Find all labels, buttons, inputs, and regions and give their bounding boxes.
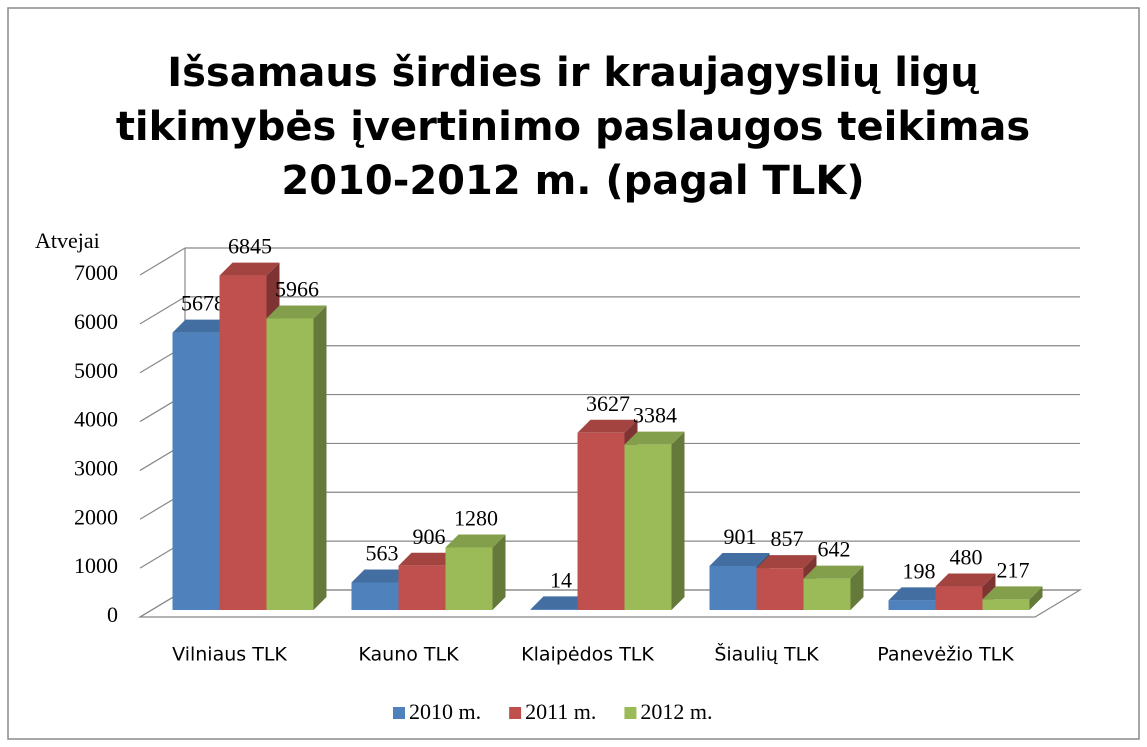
bar: [577, 432, 625, 610]
data-label: 6845: [228, 234, 272, 259]
bar: [398, 565, 446, 610]
bar-top: [935, 573, 996, 587]
data-label: 14: [550, 567, 572, 592]
bar-side: [850, 565, 864, 610]
y-tick-label: 4000: [74, 407, 118, 432]
chart-title: tikimybės įvertinimo paslaugos teikimas: [116, 104, 1030, 150]
bar: [172, 332, 220, 610]
bar-side: [492, 534, 506, 610]
y-axis-label: Atvejai: [35, 228, 100, 253]
y-tick-label: 0: [107, 602, 118, 627]
data-label: 642: [818, 537, 851, 562]
data-label: 3627: [586, 391, 630, 416]
bar: [266, 318, 314, 610]
bar-top: [172, 319, 233, 333]
bar: [982, 599, 1030, 610]
bar: [709, 565, 757, 610]
legend-swatch: [509, 707, 522, 719]
y-tick-label: 3000: [74, 455, 118, 480]
bar-side: [671, 431, 685, 610]
x-tick-label: Kauno TLK: [358, 644, 459, 666]
data-label: 3384: [633, 403, 677, 428]
y-tick-label: 5000: [74, 358, 118, 383]
data-label: 901: [724, 524, 757, 549]
data-label: 198: [903, 558, 936, 583]
bar-top: [982, 586, 1043, 600]
bar: [756, 568, 804, 610]
bar-top: [266, 305, 327, 319]
bar-top: [756, 555, 817, 569]
bar: [445, 547, 493, 610]
y-tick-label: 1000: [74, 553, 118, 578]
bar-top: [624, 431, 685, 445]
bar-top: [577, 419, 638, 433]
bar-top: [803, 565, 864, 579]
legend-swatch: [393, 707, 405, 719]
bar: [530, 609, 578, 610]
x-tick-label: Klaipėdos TLK: [521, 644, 654, 666]
bar-top: [398, 552, 459, 566]
data-label: 857: [771, 526, 804, 551]
y-tick-label: 2000: [74, 504, 118, 529]
y-tick-label: 7000: [74, 260, 118, 285]
legend-swatch: [624, 707, 637, 719]
bar-top: [530, 596, 591, 610]
bar: [219, 275, 267, 610]
data-label: 1280: [454, 506, 498, 531]
data-label: 217: [997, 557, 1030, 582]
data-label: 5678: [181, 291, 225, 316]
data-label: 563: [366, 541, 399, 566]
x-tick-label: Panevėžio TLK: [877, 644, 1014, 666]
bar-side: [1029, 586, 1043, 610]
bar-top: [888, 587, 949, 601]
data-label: 5966: [275, 277, 319, 302]
x-tick-label: Vilniaus TLK: [172, 644, 287, 666]
bar: [351, 582, 399, 610]
x-tick-label: Šiaulių TLK: [714, 642, 819, 666]
bar-top: [351, 569, 412, 583]
chart-title: Išsamaus širdies ir kraujagyslių ligų: [167, 50, 979, 96]
chart-title: 2010-2012 m. (pagal TLK): [281, 158, 864, 204]
bar-top: [445, 534, 506, 548]
data-label: 480: [950, 545, 983, 570]
bar-top: [219, 262, 280, 276]
bar: [803, 578, 851, 610]
grid-line-side: [139, 247, 186, 276]
legend-label: 2010 m.: [409, 699, 481, 724]
grid-line-side: [139, 296, 186, 325]
data-label: 906: [413, 524, 446, 549]
legend-label: 2011 m.: [525, 699, 596, 724]
bar-side: [313, 305, 327, 610]
bar: [888, 600, 936, 610]
y-tick-label: 6000: [74, 309, 118, 334]
bar: [624, 444, 672, 610]
legend-label: 2012 m.: [640, 699, 712, 724]
bar-top: [709, 552, 770, 566]
bar: [935, 586, 983, 610]
